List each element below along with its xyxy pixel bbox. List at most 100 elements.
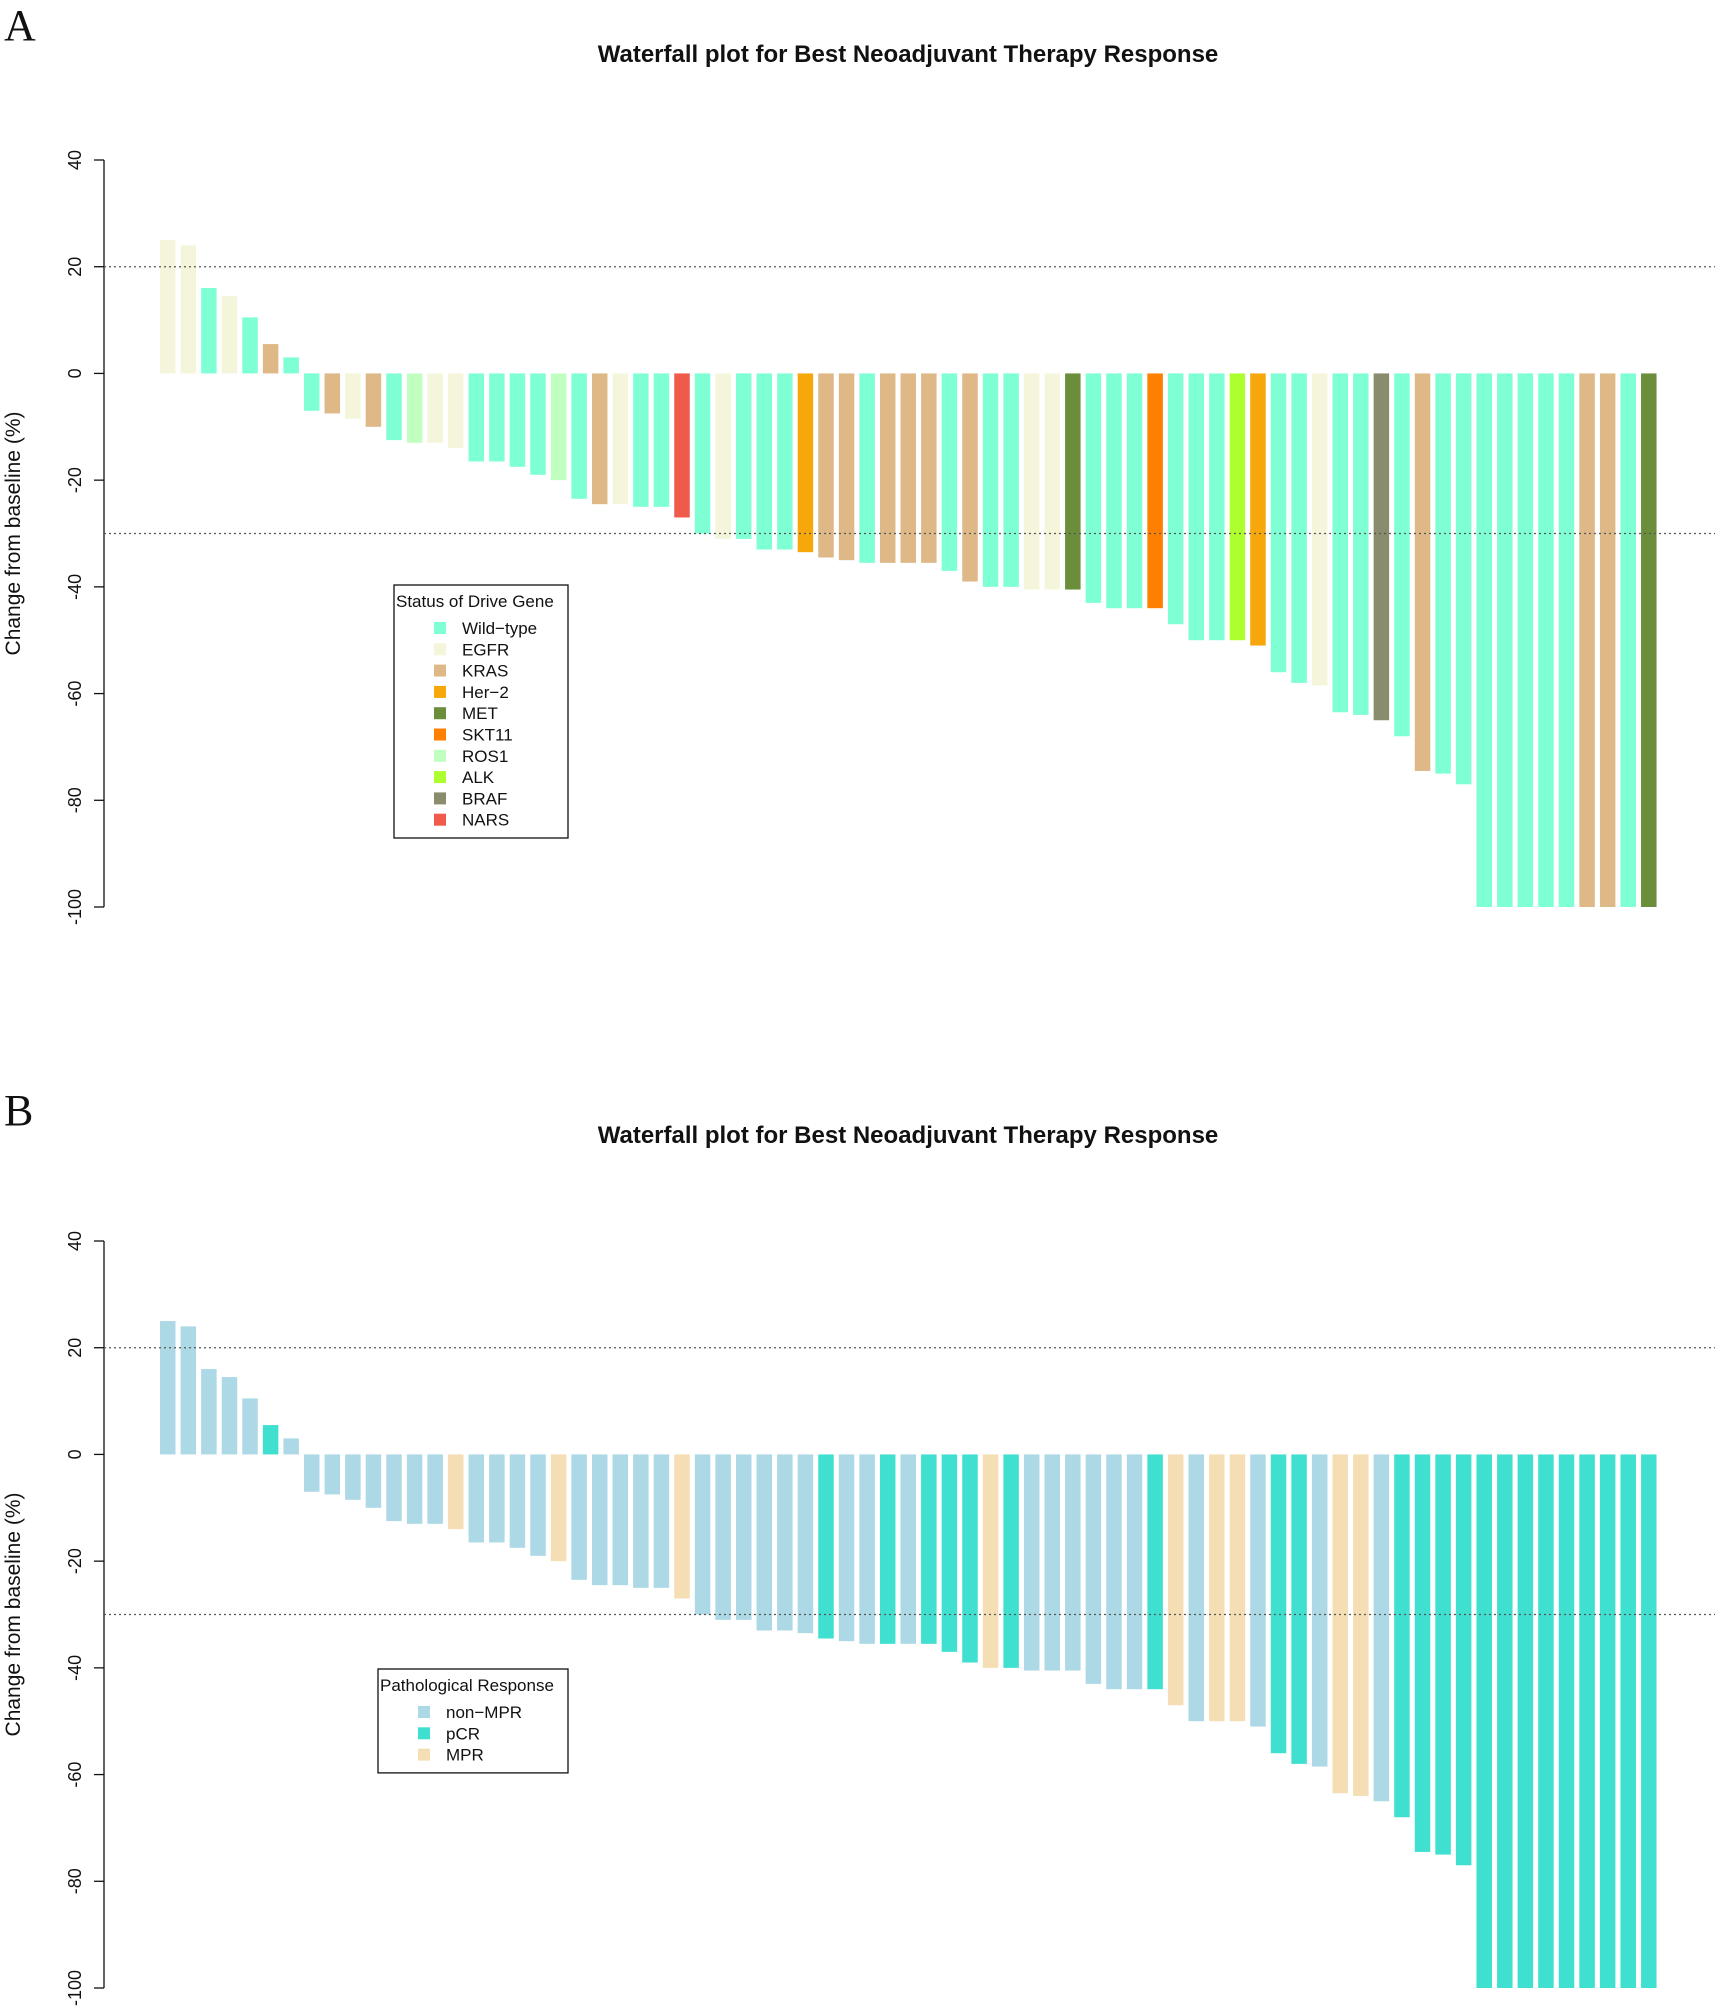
- bar: [406, 1454, 423, 1524]
- bar: [1188, 373, 1204, 641]
- legend-swatch: [434, 622, 446, 634]
- panel-label: B: [4, 1086, 34, 1135]
- legend-swatch: [434, 685, 446, 698]
- bar: [386, 373, 402, 441]
- bar: [571, 373, 587, 499]
- bar: [1332, 1454, 1348, 1794]
- bar: [1497, 373, 1513, 907]
- bar: [1579, 373, 1595, 907]
- bar: [1373, 373, 1390, 721]
- legend-swatch: [434, 664, 446, 677]
- panel-a: A Waterfall plot for Best Neoadjuvant Th…: [2, 1, 1715, 925]
- legend-title: Pathological Response: [380, 1676, 554, 1695]
- bar: [1023, 373, 1040, 590]
- bar: [221, 1377, 238, 1455]
- legend-label: KRAS: [462, 662, 508, 681]
- y-tick-label: -20: [65, 467, 85, 493]
- y-axis-label: Change from baseline (%): [2, 412, 25, 656]
- bar: [1599, 1454, 1616, 1988]
- bar: [242, 317, 258, 374]
- bar: [1435, 1454, 1451, 1855]
- legend-label: NARS: [462, 811, 509, 830]
- bar: [900, 1454, 917, 1644]
- bar: [674, 373, 690, 518]
- legend-box: [377, 1668, 569, 1774]
- bar: [571, 1454, 587, 1580]
- y-tick-label: -20: [65, 1548, 85, 1574]
- bar: [1558, 373, 1575, 907]
- bar: [1250, 1454, 1266, 1727]
- bar: [838, 373, 855, 561]
- bar: [633, 373, 649, 507]
- bar: [1311, 373, 1328, 686]
- bar: [1311, 1454, 1328, 1767]
- legend-swatch: [418, 1706, 430, 1718]
- bar: [715, 1454, 731, 1620]
- bar: [612, 373, 629, 505]
- bar: [982, 373, 999, 587]
- y-tick-label: -80: [65, 1868, 85, 1894]
- bar: [489, 373, 505, 462]
- bar: [1250, 373, 1266, 646]
- legend-label: BRAF: [462, 789, 507, 808]
- bar: [1538, 1454, 1554, 1988]
- bar: [550, 1454, 567, 1562]
- bar: [1044, 373, 1061, 590]
- y-tick-label: 0: [65, 1449, 85, 1459]
- y-tick-label: 40: [65, 150, 85, 170]
- bar: [160, 1321, 176, 1455]
- bar: [489, 1454, 505, 1543]
- chart-title: Waterfall plot for Best Neoadjuvant Ther…: [598, 1122, 1219, 1149]
- bar: [1579, 1454, 1595, 1988]
- bar: [1126, 373, 1143, 609]
- bar: [303, 1454, 320, 1492]
- bar: [1353, 1454, 1369, 1796]
- bar: [1414, 373, 1431, 771]
- bar: [160, 240, 176, 374]
- y-tick-label: -40: [65, 1655, 85, 1681]
- legend-swatch: [434, 792, 446, 805]
- bar: [859, 373, 875, 563]
- y-tick-label: -60: [65, 1762, 85, 1788]
- bar: [1065, 373, 1081, 590]
- bar: [1435, 373, 1451, 774]
- bar: [941, 373, 958, 571]
- bar: [756, 373, 773, 550]
- bar: [324, 1454, 341, 1495]
- bar: [1229, 1454, 1246, 1722]
- bar: [530, 1454, 546, 1556]
- bar: [1126, 1454, 1143, 1690]
- bar: [1373, 1454, 1390, 1802]
- bar: [715, 373, 731, 539]
- bar: [365, 373, 382, 427]
- bar: [1106, 373, 1122, 609]
- legend-swatch: [418, 1727, 430, 1740]
- legend-box: [393, 584, 569, 839]
- bar: [262, 344, 279, 374]
- legend: Status of Drive Gene Wild−type EGFR KRAS Her…: [393, 584, 569, 839]
- bar: [1003, 373, 1019, 587]
- y-tick-label: -40: [65, 574, 85, 600]
- bar: [1167, 373, 1184, 625]
- bar: [1023, 1454, 1040, 1671]
- bar: [1291, 1454, 1307, 1764]
- bar: [1044, 1454, 1061, 1671]
- bar: [838, 1454, 855, 1642]
- bar: [1394, 1454, 1410, 1818]
- bar: [1229, 373, 1246, 641]
- bar: [1414, 1454, 1431, 1852]
- bar: [921, 373, 937, 563]
- bar: [180, 1326, 197, 1455]
- bar: [941, 1454, 958, 1652]
- bar: [653, 373, 670, 507]
- bar: [1558, 1454, 1575, 1988]
- bar: [921, 1454, 937, 1644]
- y-tick-label: -100: [65, 1970, 85, 2006]
- bar: [509, 373, 526, 467]
- bar: [1147, 373, 1163, 609]
- bar: [1517, 1454, 1534, 1988]
- bar: [797, 1454, 814, 1634]
- bar: [1641, 373, 1657, 907]
- legend-swatch: [434, 707, 446, 720]
- panel-label: A: [4, 1, 36, 50]
